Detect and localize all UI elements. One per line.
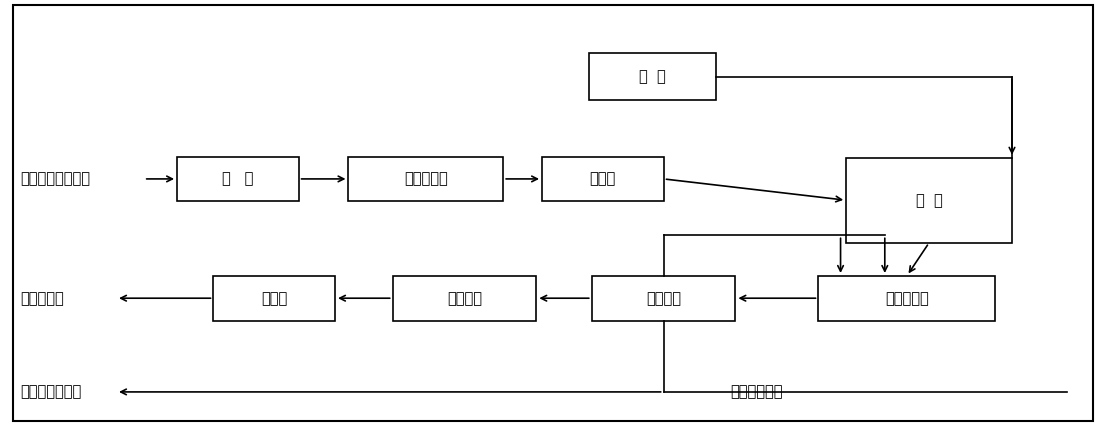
Bar xyxy=(592,276,735,320)
Bar xyxy=(393,276,536,320)
Text: 精脱硫: 精脱硫 xyxy=(589,171,616,187)
Text: 精甲醇外售: 精甲醇外售 xyxy=(20,291,64,306)
Bar xyxy=(177,157,299,201)
Text: 甲醇精馏: 甲醇精馏 xyxy=(447,291,482,306)
Text: 甲醇库: 甲醇库 xyxy=(261,291,288,306)
Text: 空  分: 空 分 xyxy=(639,69,666,84)
Bar xyxy=(348,157,503,201)
Bar xyxy=(213,276,335,320)
Bar xyxy=(542,157,664,201)
Text: 合成气压缩: 合成气压缩 xyxy=(885,291,929,306)
Text: 甲醇合成: 甲醇合成 xyxy=(646,291,681,306)
Bar xyxy=(818,276,995,320)
Text: 气   柜: 气 柜 xyxy=(222,171,253,187)
Bar xyxy=(846,158,1012,243)
Text: 焦炉气压缩: 焦炉气压缩 xyxy=(404,171,448,187)
Bar xyxy=(588,53,716,100)
Text: 焦炉气来自焦化厂: 焦炉气来自焦化厂 xyxy=(20,171,90,187)
Text: 转  化: 转 化 xyxy=(916,193,942,208)
Text: 驰放气去锅炉房: 驰放气去锅炉房 xyxy=(20,384,81,400)
Text: 驰放气作燃料: 驰放气作燃料 xyxy=(730,384,782,400)
